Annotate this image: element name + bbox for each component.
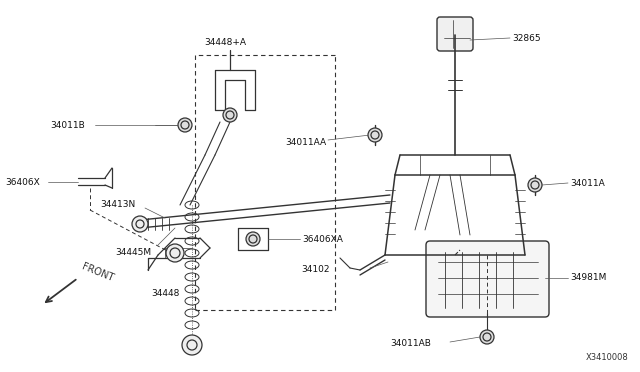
Text: 34445M: 34445M	[115, 247, 151, 257]
Circle shape	[132, 216, 148, 232]
Text: 34448: 34448	[151, 289, 179, 298]
FancyBboxPatch shape	[437, 17, 473, 51]
Text: 34011AA: 34011AA	[285, 138, 326, 147]
Text: 34011B: 34011B	[50, 121, 84, 129]
Circle shape	[166, 244, 184, 262]
Circle shape	[182, 335, 202, 355]
Text: 34011AB: 34011AB	[390, 340, 431, 349]
Text: 34102: 34102	[301, 266, 330, 275]
Text: 34448+A: 34448+A	[204, 38, 246, 46]
Circle shape	[246, 232, 260, 246]
Circle shape	[480, 330, 494, 344]
Circle shape	[528, 178, 542, 192]
Circle shape	[368, 128, 382, 142]
Text: 34981M: 34981M	[570, 273, 606, 282]
Text: 34011A: 34011A	[570, 179, 605, 187]
FancyBboxPatch shape	[426, 241, 549, 317]
Text: 32865: 32865	[512, 33, 541, 42]
Text: 36406X: 36406X	[5, 177, 40, 186]
Text: 34413N: 34413N	[100, 199, 135, 208]
Circle shape	[223, 108, 237, 122]
Text: 36406XA: 36406XA	[302, 234, 343, 244]
Circle shape	[178, 118, 192, 132]
Text: X3410008: X3410008	[585, 353, 628, 362]
Text: FRONT: FRONT	[80, 261, 115, 283]
